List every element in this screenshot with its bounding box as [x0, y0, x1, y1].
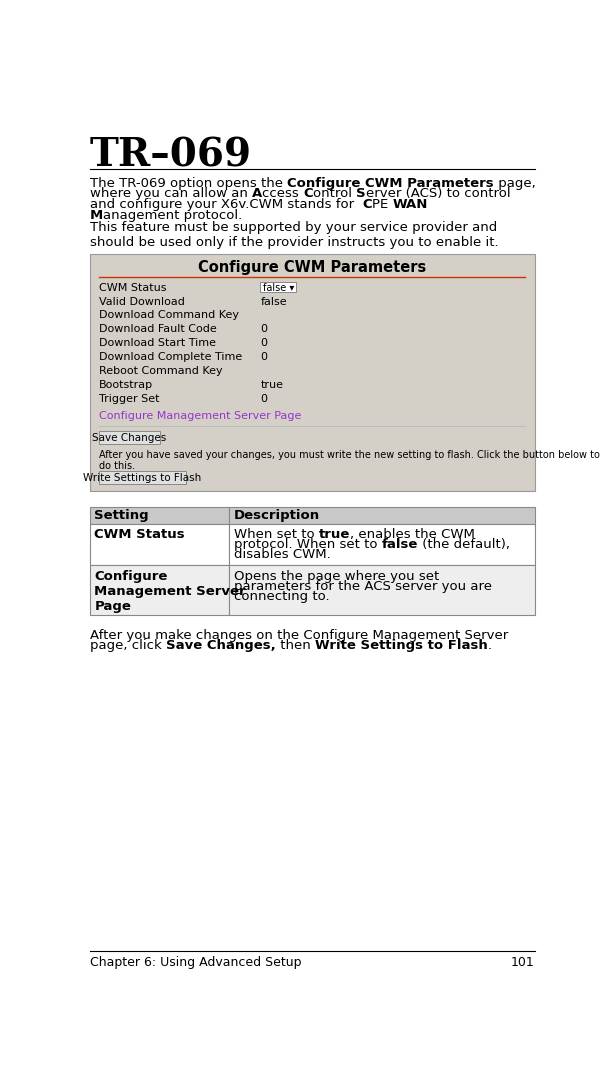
Text: true: true [319, 529, 350, 542]
Text: S: S [356, 187, 365, 200]
Text: WAN: WAN [393, 198, 428, 211]
Text: Opens the page where you set: Opens the page where you set [234, 570, 439, 583]
Text: A: A [252, 187, 262, 200]
Text: page, click: page, click [90, 640, 166, 653]
Text: After you have saved your changes, you must write the new setting to flash. Clic: After you have saved your changes, you m… [99, 450, 600, 471]
Text: false ▾: false ▾ [263, 282, 294, 293]
Bar [229, 566, 535, 615]
Text: Configure CWM Parameters: Configure CWM Parameters [198, 260, 426, 275]
Text: CWM Status: CWM Status [99, 282, 167, 293]
Text: erver (ACS) to control: erver (ACS) to control [365, 187, 510, 200]
Bar [90, 507, 229, 523]
Text: Save Changes,: Save Changes, [166, 640, 276, 653]
Text: Write Settings to Flash: Write Settings to Flash [83, 472, 202, 482]
Text: , enables the CWM: , enables the CWM [350, 529, 475, 542]
Text: and configure your X6v.CWM stands for: and configure your X6v.CWM stands for [90, 198, 362, 211]
Text: Configure Management Server Page: Configure Management Server Page [99, 411, 302, 420]
Text: protocol. When set to: protocol. When set to [234, 539, 382, 552]
Text: C: C [362, 198, 372, 211]
Bar [90, 566, 229, 615]
Bar [99, 471, 186, 483]
Text: connecting to.: connecting to. [234, 590, 330, 603]
Text: Download Fault Code: Download Fault Code [99, 325, 217, 334]
Text: Valid Download: Valid Download [99, 296, 185, 306]
Text: Download Start Time: Download Start Time [99, 338, 216, 349]
Text: where you can allow an: where you can allow an [90, 187, 252, 200]
Text: page,: page, [493, 177, 535, 190]
Text: ontrol: ontrol [313, 187, 356, 200]
Text: 0: 0 [260, 352, 267, 362]
Text: C: C [304, 187, 313, 200]
Text: Reboot Command Key: Reboot Command Key [99, 366, 223, 376]
Text: Configure
Management Server
Page: Configure Management Server Page [95, 570, 246, 613]
Text: anagement protocol.: anagement protocol. [103, 209, 242, 222]
Text: Description: Description [234, 509, 320, 521]
Text: 0: 0 [260, 393, 267, 404]
Text: Setting: Setting [95, 509, 149, 521]
Bar [90, 253, 535, 492]
Text: 101: 101 [511, 956, 535, 969]
Bar [260, 282, 296, 292]
Text: TR–069: TR–069 [90, 137, 252, 175]
Text: Trigger Set: Trigger Set [99, 393, 160, 404]
Text: false: false [382, 539, 418, 552]
Text: M: M [90, 209, 103, 222]
Text: 0: 0 [260, 325, 267, 334]
Text: PE: PE [372, 198, 393, 211]
Text: This feature must be supported by your service provider and
should be used only : This feature must be supported by your s… [90, 222, 498, 249]
Text: 0: 0 [260, 338, 267, 349]
Bar [229, 523, 535, 566]
Text: The TR-069 option opens the: The TR-069 option opens the [90, 177, 287, 190]
Text: true: true [260, 380, 283, 390]
Text: When set to: When set to [234, 529, 319, 542]
Text: Bootstrap: Bootstrap [99, 380, 153, 390]
Text: Save Changes: Save Changes [92, 432, 166, 443]
Text: parameters for the ACS server you are: parameters for the ACS server you are [234, 580, 492, 593]
Bar [90, 523, 229, 566]
Text: .: . [487, 640, 492, 653]
Text: then: then [276, 640, 314, 653]
Text: Download Complete Time: Download Complete Time [99, 352, 242, 362]
Text: (the default),: (the default), [418, 539, 510, 552]
Text: ccess: ccess [262, 187, 304, 200]
Text: disables CWM.: disables CWM. [234, 548, 331, 561]
Text: CWM Status: CWM Status [95, 529, 185, 542]
Text: Chapter 6: Using Advanced Setup: Chapter 6: Using Advanced Setup [90, 956, 301, 969]
Text: Download Command Key: Download Command Key [99, 311, 239, 320]
Bar [229, 507, 535, 523]
Text: After you make changes on the Configure Management Server: After you make changes on the Configure … [90, 629, 508, 642]
Text: Configure CWM Parameters: Configure CWM Parameters [287, 177, 493, 190]
Text: Write Settings to Flash: Write Settings to Flash [314, 640, 487, 653]
Bar [99, 431, 160, 444]
Text: false: false [260, 296, 287, 306]
